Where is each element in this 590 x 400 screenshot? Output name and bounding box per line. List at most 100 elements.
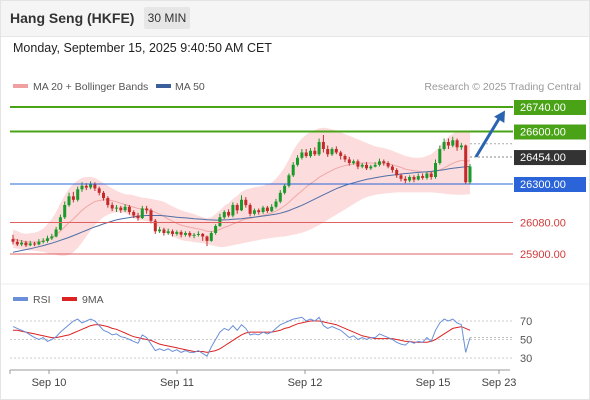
candle <box>252 208 256 216</box>
rsi-tick-label: 50 <box>520 335 532 347</box>
candle <box>166 228 170 235</box>
x-tick-label: Sep 23 <box>482 377 517 389</box>
candle <box>192 233 196 239</box>
rsi-ma-line <box>13 320 471 353</box>
candle <box>149 208 153 224</box>
candle <box>227 209 231 218</box>
candle <box>265 205 269 213</box>
candle <box>313 147 317 156</box>
candle <box>425 171 429 180</box>
candle <box>196 231 200 237</box>
candle <box>291 162 295 177</box>
candle <box>270 204 274 212</box>
candle <box>209 231 213 242</box>
candle <box>459 142 463 150</box>
candle <box>20 240 24 247</box>
x-tick-label: Sep 11 <box>160 377 194 389</box>
level-label: 25900.00 <box>520 249 566 261</box>
level-resistance: 26740.00 <box>10 100 586 115</box>
candle <box>33 241 37 247</box>
candle <box>179 230 183 238</box>
candle <box>162 227 166 236</box>
candle <box>132 210 136 219</box>
candle <box>347 156 351 166</box>
candle <box>248 203 252 217</box>
level-label: 26300.00 <box>520 179 566 191</box>
candle <box>158 226 162 233</box>
candle <box>352 159 356 165</box>
candle <box>46 235 49 243</box>
level-label: 26600.00 <box>520 127 566 139</box>
candle <box>15 239 19 247</box>
rsi-tick-label: 70 <box>520 316 532 328</box>
candle <box>300 149 304 160</box>
candle <box>278 190 282 204</box>
candle <box>106 196 110 208</box>
candle <box>127 205 131 215</box>
candle <box>304 149 308 158</box>
level-resistance: 26600.00 <box>10 124 586 140</box>
candle <box>416 173 420 181</box>
legend-label-bollinger: MA 20 + Bollinger Bands <box>33 81 148 93</box>
legend-label-rsi-ma: 9MA <box>82 294 104 306</box>
candle <box>434 159 437 179</box>
candle <box>171 229 174 237</box>
candle <box>326 145 330 157</box>
forecast-arrow <box>474 110 505 158</box>
legend-label-ma50: MA 50 <box>175 81 205 93</box>
level-label: 26454.00 <box>520 152 566 164</box>
level-support: 25900.00 <box>10 249 566 261</box>
legend-swatch-rsi-ma <box>62 297 77 301</box>
chart-header <box>0 0 590 37</box>
candle <box>451 136 455 148</box>
x-axis: Sep 10 Sep 11 Sep 12 Sep 15 Sep 23 <box>9 370 517 389</box>
candle <box>399 173 403 182</box>
candle <box>421 173 425 180</box>
rsi-tick-label: 30 <box>520 353 532 365</box>
candle <box>455 138 459 151</box>
price-levels: 26740.00 26600.00 26454.00 26300.00 26080.00… <box>10 100 586 261</box>
candle <box>188 231 192 238</box>
candle <box>468 163 472 184</box>
candle <box>54 226 58 238</box>
candle <box>110 202 114 212</box>
x-tick-label: Sep 10 <box>32 377 67 389</box>
candle <box>63 201 67 219</box>
candle <box>309 148 312 158</box>
candle <box>67 192 71 207</box>
candle <box>201 233 205 241</box>
candle <box>136 212 140 221</box>
level-support: 26080.00 <box>10 218 566 230</box>
ma50-line <box>12 166 471 253</box>
level-label: 26080.00 <box>520 218 566 230</box>
candle <box>257 208 261 215</box>
legend-swatch-ma50 <box>156 84 171 88</box>
candle <box>184 231 187 237</box>
candle <box>41 238 45 244</box>
candle <box>235 203 239 214</box>
legend-swatch-bollinger <box>13 84 28 88</box>
level-current: 26454.00 <box>470 150 586 166</box>
candle <box>76 186 80 202</box>
rsi-line <box>12 316 471 357</box>
candle <box>153 219 157 234</box>
candle <box>464 144 468 184</box>
candle <box>28 240 32 247</box>
candle <box>321 135 325 153</box>
x-tick-label: Sep 12 <box>288 377 323 389</box>
level-label: 26740.00 <box>520 102 566 114</box>
timeframe-button[interactable]: 30 MIN <box>144 7 190 29</box>
candle <box>218 213 222 227</box>
candle <box>231 202 235 218</box>
candle <box>408 175 412 183</box>
candle <box>395 168 399 178</box>
candle <box>175 230 179 236</box>
candle <box>429 171 433 180</box>
rsi-plot-area: 70 50 30 <box>10 316 532 365</box>
candle <box>330 147 334 156</box>
bollinger-band <box>13 127 470 256</box>
candle <box>334 146 338 155</box>
candle <box>37 239 41 246</box>
candle <box>446 138 450 149</box>
legend-swatch-rsi <box>13 297 28 301</box>
